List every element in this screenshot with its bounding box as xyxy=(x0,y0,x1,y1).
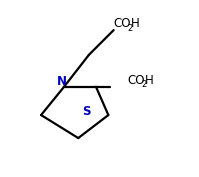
Text: N: N xyxy=(57,75,67,88)
Text: H: H xyxy=(131,17,139,30)
Text: 2: 2 xyxy=(127,24,132,33)
Text: S: S xyxy=(82,105,91,118)
Text: H: H xyxy=(145,74,153,87)
Text: 2: 2 xyxy=(141,80,146,89)
Text: CO: CO xyxy=(128,74,145,87)
Text: CO: CO xyxy=(114,17,131,30)
